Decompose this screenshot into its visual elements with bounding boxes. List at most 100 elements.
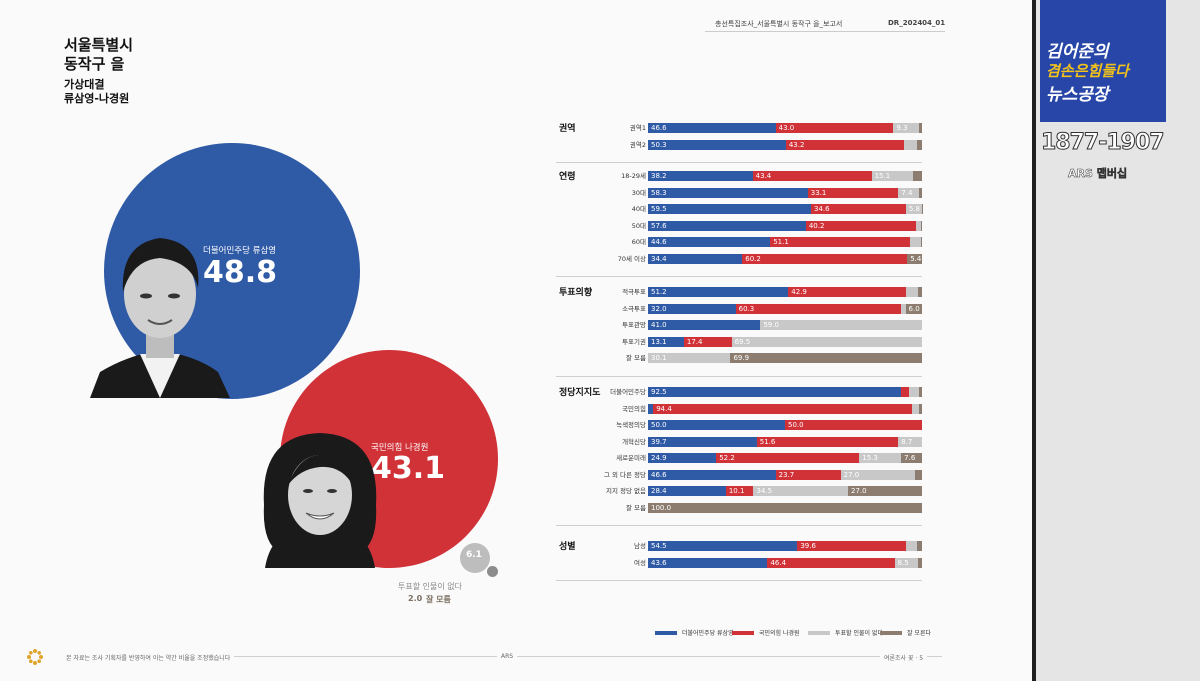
stacked-bar: 94.4 — [648, 403, 922, 414]
row-label: 소극투표 — [622, 304, 646, 313]
stacked-bar: 32.0 60.3 6.0 — [648, 303, 922, 314]
stacked-bar: 24.9 52.2 15.3 7.6 — [648, 453, 922, 463]
chart-row: 적극투표 51.2 42.9 — [560, 287, 924, 297]
data-label: 9.3 — [896, 124, 908, 132]
flower-logo-icon — [27, 649, 43, 665]
brown-segment — [916, 139, 922, 150]
brown-segment: 100.0 — [648, 502, 922, 513]
data-label: 13.1 — [651, 337, 667, 346]
legend-label-grey: 투표할 인물이 없다 — [835, 630, 883, 637]
data-label: 51.6 — [759, 437, 776, 446]
footer-center: ARS — [497, 653, 518, 660]
red-segment: 40.2 — [805, 220, 916, 231]
red-segment: 23.7 — [775, 469, 841, 480]
row-label: 여성 — [634, 558, 646, 567]
brown-segment — [918, 187, 922, 198]
red-segment: 51.1 — [770, 237, 911, 247]
stacked-bar: 13.1 17.4 69.5 — [648, 336, 922, 347]
blue-segment: 50.0 — [648, 420, 785, 430]
blue-segment: 43.6 — [648, 557, 768, 568]
red-segment: 10.1 — [725, 486, 754, 496]
data-label: 100.0 — [651, 503, 672, 512]
grey-segment: 5.8 — [905, 204, 922, 214]
data-label: 30.1 — [651, 354, 667, 362]
brown-segment: 5.4 — [907, 253, 922, 264]
row-label: 새로운미래 — [616, 454, 646, 462]
row-label: 지지 정당 없음 — [605, 487, 646, 495]
row-label: 권역1 — [629, 124, 646, 132]
data-label: 23.7 — [778, 470, 795, 479]
blue-segment: 44.6 — [648, 237, 771, 247]
chart-row: 소극투표 32.0 60.3 6.0 — [560, 303, 924, 314]
data-label: 39.7 — [651, 437, 667, 446]
legend-swatch-blue — [655, 630, 677, 635]
data-label: 34.4 — [651, 254, 667, 263]
stacked-bar: 41.0 59.0 — [648, 320, 922, 330]
blue-segment: 34.4 — [648, 253, 743, 264]
row-label: 국민의힘 — [622, 404, 646, 413]
blue-segment: 50.3 — [648, 139, 786, 150]
data-label: 43.2 — [788, 140, 805, 149]
grey-segment — [905, 287, 919, 297]
data-label: 34.5 — [756, 487, 773, 495]
group-divider — [556, 162, 922, 163]
data-label: 57.6 — [651, 221, 667, 230]
grey-segment: 27.0 — [840, 469, 915, 480]
blue-segment: 28.4 — [648, 486, 726, 496]
red-segment: 60.3 — [735, 303, 901, 314]
legend-swatch-red — [732, 630, 754, 635]
logo-line-3: 뉴스공장 — [1046, 85, 1109, 105]
group-label: 정당지지도 — [559, 388, 601, 398]
red-segment: 39.6 — [797, 541, 906, 551]
grey-segment — [904, 139, 917, 150]
data-label: 50.0 — [788, 421, 804, 429]
data-label: 6.0 — [908, 304, 920, 313]
chart-row: 개혁신당 39.7 51.6 8.7 — [560, 436, 924, 447]
brown-segment: 69.9 — [730, 353, 922, 363]
brown-segment — [918, 287, 922, 297]
blue-segment: 32.0 — [648, 303, 736, 314]
grey-segment: 69.5 — [731, 336, 922, 347]
data-label: 42.9 — [791, 288, 807, 296]
blue-candidate-value: 48.8 — [203, 255, 278, 290]
chart-row: 70세 이상 34.4 60.2 5.4 — [560, 253, 924, 264]
red-segment: 46.4 — [767, 557, 895, 568]
data-label: 7.4 — [901, 188, 913, 197]
red-candidate-label: 국민의힘 나경원 — [371, 443, 429, 453]
region-line-1: 서울특별시 — [64, 36, 134, 54]
show-logo — [1040, 0, 1166, 122]
row-label: 투표기권 — [622, 337, 646, 346]
grey-segment — [911, 403, 919, 414]
stacked-bar: 38.2 43.4 15.1 — [648, 171, 922, 181]
data-label: 32.0 — [651, 304, 667, 313]
grey-segment: 34.5 — [753, 486, 848, 496]
footer-note: 본 자료는 조사 기획자를 반영하여 이는 약간 비율을 조정했습니다 — [62, 653, 235, 662]
brown-segment — [920, 237, 922, 247]
red-segment: 34.6 — [811, 204, 906, 214]
legend-label-red: 국민의힘 나경원 — [759, 630, 800, 637]
chart-row: 권역2 50.3 43.2 — [560, 139, 924, 150]
red-segment: 51.6 — [756, 436, 899, 447]
data-label: 46.4 — [770, 558, 787, 567]
data-label: 51.1 — [773, 238, 789, 246]
group-divider — [556, 580, 922, 581]
no-candidate-label: 투표할 인물이 없다 — [398, 582, 462, 591]
data-label: 10.1 — [728, 487, 745, 495]
data-label: 51.2 — [651, 288, 667, 296]
red-segment: 43.4 — [752, 171, 872, 181]
blue-segment: 57.6 — [648, 220, 806, 231]
ars-tag: ARS 맵버십 — [1068, 167, 1128, 181]
chart-row: 투표기권 13.1 17.4 69.5 — [560, 336, 924, 347]
blue-segment: 24.9 — [648, 453, 717, 463]
legend-label-blue: 더불어민주당 류삼영 — [682, 630, 734, 637]
chart-row: 30대 58.3 33.1 7.4 — [560, 187, 924, 198]
header-code: DR_202404_01 — [888, 19, 946, 27]
stacked-bar: 50.3 43.2 — [648, 139, 922, 150]
unsure-label: 잘 모름 — [426, 595, 451, 604]
header-divider — [705, 31, 945, 32]
region-line-2: 동작구 을 — [64, 55, 125, 73]
legend-item-grey: 투표할 인물이 없다 — [808, 628, 883, 637]
group-label: 권역 — [559, 124, 576, 134]
red-segment: 50.0 — [785, 420, 922, 430]
grey-segment — [905, 541, 918, 551]
